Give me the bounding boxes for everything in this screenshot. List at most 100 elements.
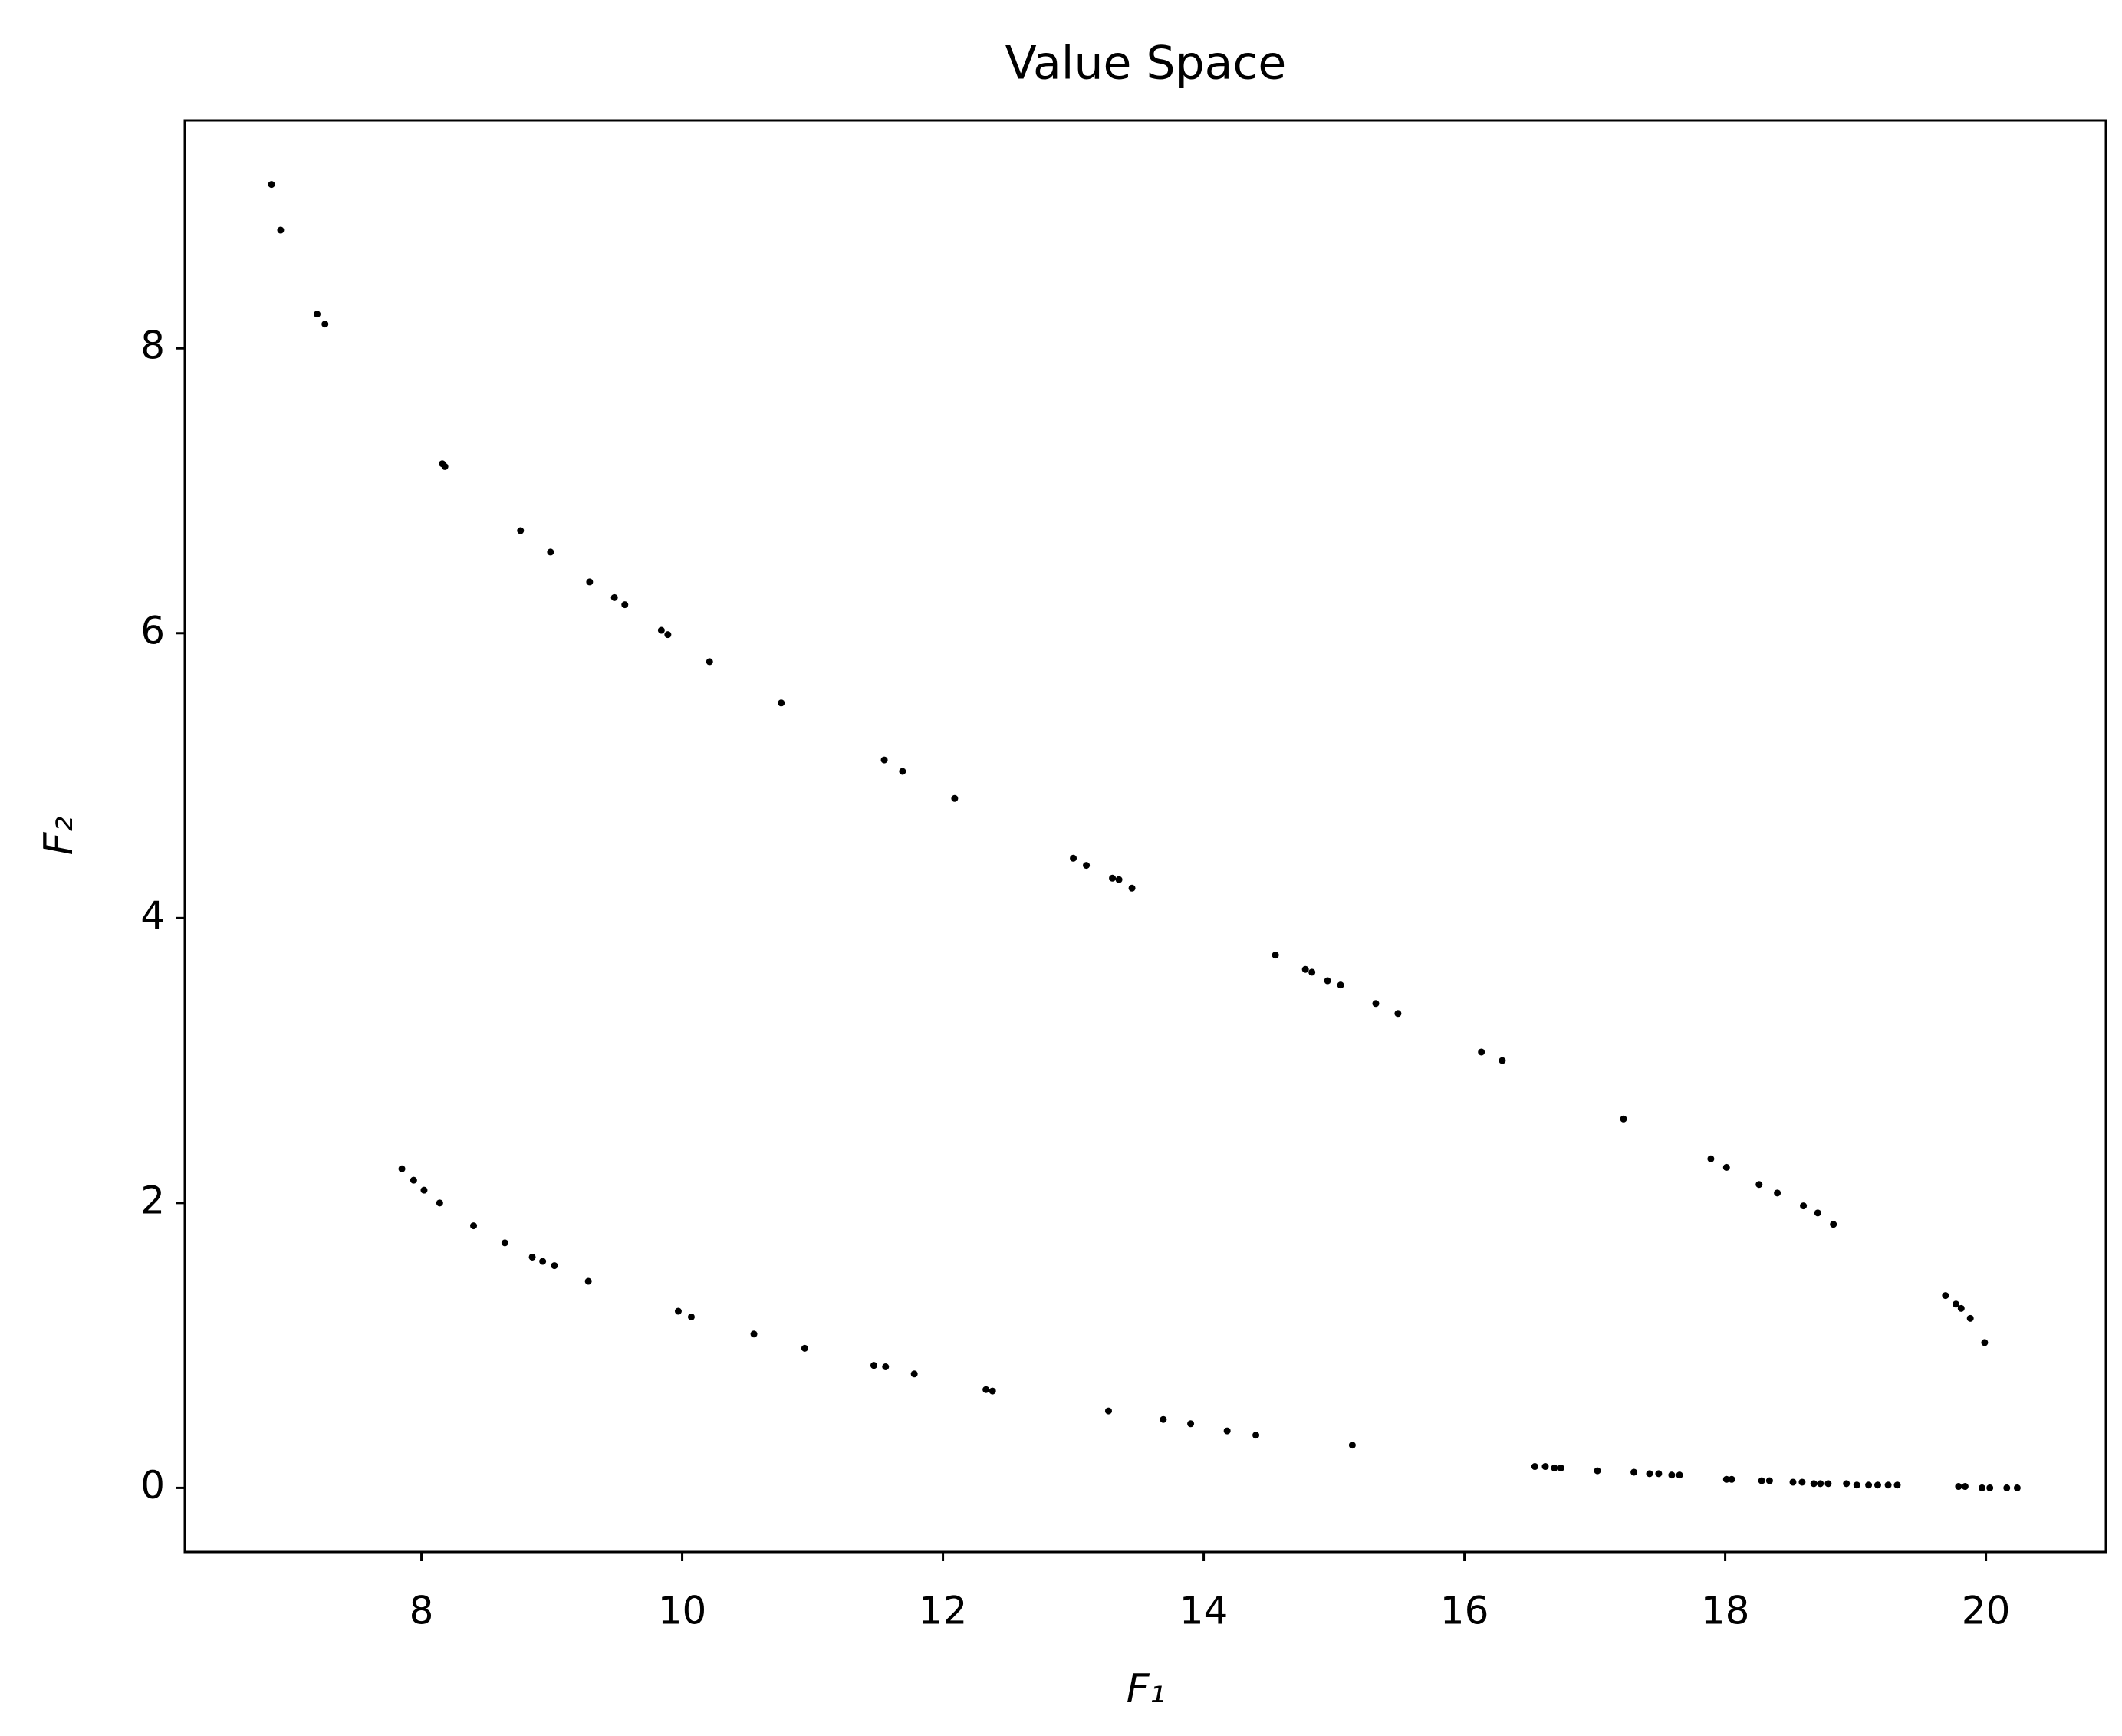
point <box>314 311 321 318</box>
point <box>1594 1467 1601 1475</box>
point <box>778 699 785 707</box>
point <box>801 1344 808 1352</box>
point <box>982 1386 990 1393</box>
point <box>277 226 285 234</box>
point <box>1810 1480 1818 1488</box>
y-axis-label: F₂ <box>36 816 82 855</box>
point <box>1531 1463 1538 1471</box>
point <box>441 462 449 470</box>
point <box>951 794 959 802</box>
point <box>1115 876 1123 883</box>
point <box>1223 1427 1231 1435</box>
x-tick-label: 8 <box>410 1589 434 1633</box>
point <box>1755 1181 1763 1189</box>
point <box>1978 1484 1985 1491</box>
point <box>1942 1292 1949 1300</box>
point <box>1676 1471 1683 1479</box>
point <box>410 1176 417 1184</box>
x-tick-label: 16 <box>1440 1589 1489 1633</box>
point <box>1986 1484 1994 1491</box>
point <box>1104 1407 1112 1415</box>
point <box>1337 981 1344 989</box>
point <box>501 1239 508 1247</box>
y-tick-label: 6 <box>140 608 165 653</box>
point <box>436 1199 443 1207</box>
x-axis-label: F₁ <box>1127 1666 1166 1712</box>
x-tick-label: 10 <box>658 1589 707 1633</box>
point <box>1961 1483 1969 1491</box>
point <box>1394 1010 1402 1018</box>
point <box>268 181 275 189</box>
point <box>539 1258 547 1265</box>
point <box>1070 854 1077 862</box>
point <box>1187 1420 1195 1428</box>
point <box>1655 1470 1663 1478</box>
point <box>1966 1314 1974 1322</box>
point <box>1722 1475 1730 1483</box>
point <box>1758 1477 1765 1484</box>
chart-title: Value Space <box>1005 37 1287 90</box>
point <box>1272 952 1279 959</box>
point <box>910 1370 918 1378</box>
point <box>1722 1163 1730 1171</box>
point <box>1252 1432 1260 1439</box>
x-tick-label: 18 <box>1701 1589 1750 1633</box>
point <box>621 601 629 609</box>
point <box>1765 1477 1773 1484</box>
point <box>1557 1464 1564 1471</box>
point <box>880 756 888 764</box>
point <box>1668 1471 1676 1479</box>
point <box>584 1277 592 1285</box>
plot-frame <box>183 119 2107 1554</box>
point <box>1646 1470 1653 1478</box>
point <box>586 578 594 586</box>
point <box>1853 1481 1860 1489</box>
point <box>1884 1481 1892 1489</box>
point <box>470 1222 478 1230</box>
point <box>1301 965 1309 973</box>
point <box>1160 1415 1167 1423</box>
point <box>1541 1463 1549 1471</box>
point <box>1620 1115 1627 1123</box>
point <box>420 1186 428 1194</box>
point <box>1630 1468 1638 1476</box>
point <box>321 321 329 328</box>
point <box>1728 1475 1735 1483</box>
point <box>870 1362 877 1369</box>
point <box>1814 1209 1821 1217</box>
point <box>528 1253 536 1261</box>
point <box>1478 1048 1485 1056</box>
x-tick-label: 20 <box>1962 1589 2011 1633</box>
point <box>899 768 906 775</box>
point <box>706 658 713 666</box>
point <box>1707 1155 1715 1162</box>
point <box>1865 1481 1873 1489</box>
y-tick-label: 8 <box>140 324 165 368</box>
point <box>1893 1481 1901 1489</box>
y-tick-label: 4 <box>140 893 165 938</box>
x-tick-label: 14 <box>1179 1589 1229 1633</box>
point <box>1955 1483 1962 1491</box>
point <box>551 1262 558 1270</box>
point <box>1789 1478 1797 1486</box>
point <box>1874 1481 1881 1489</box>
point <box>1499 1057 1506 1064</box>
point <box>1308 968 1316 976</box>
point <box>1551 1464 1558 1471</box>
point <box>1372 1000 1380 1008</box>
point <box>1957 1304 1965 1312</box>
point <box>657 626 665 634</box>
point <box>750 1330 758 1338</box>
point <box>2013 1484 2021 1491</box>
point <box>1348 1442 1356 1449</box>
point <box>989 1387 996 1395</box>
y-tick-label: 2 <box>140 1178 165 1222</box>
point <box>1324 977 1331 985</box>
point <box>2003 1484 2011 1491</box>
point <box>1083 862 1091 870</box>
point <box>1798 1478 1806 1486</box>
point <box>1128 884 1136 892</box>
point <box>610 593 618 601</box>
